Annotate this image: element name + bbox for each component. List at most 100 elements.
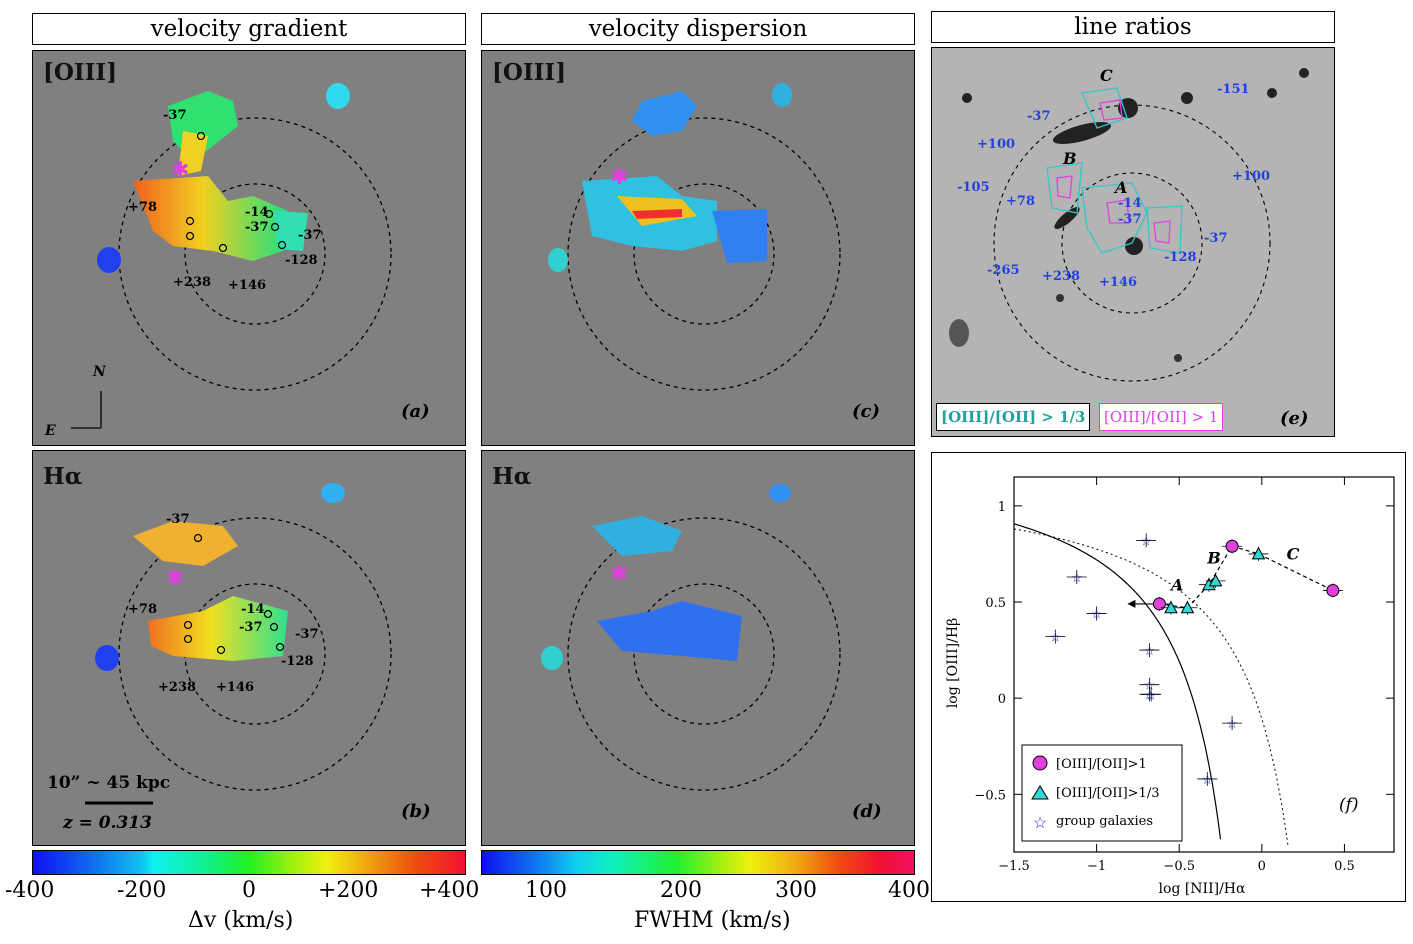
redshift-label: z = 0.313 xyxy=(63,813,152,833)
vel-label: -14 xyxy=(245,205,269,220)
legend-marker-star: ☆ xyxy=(1033,813,1047,832)
y-tick-label: −0.5 xyxy=(974,788,1006,803)
vel-label: -37 xyxy=(166,512,190,527)
magenta-contour xyxy=(1153,220,1171,244)
cbar-tick: 300 xyxy=(775,878,817,903)
cbar-tick: -200 xyxy=(117,878,167,903)
region-annotation: A xyxy=(1169,575,1183,594)
y-tick-label: 0.5 xyxy=(985,596,1006,611)
x-tick-label: −0.5 xyxy=(1163,859,1195,874)
blob-north xyxy=(592,516,682,556)
outer-aperture-circle xyxy=(567,517,841,791)
legend-cyan-contour: [OIII]/[OII] > 1/3 xyxy=(936,403,1091,431)
inner-aperture-circle xyxy=(184,183,326,325)
vel-label: +238 xyxy=(158,680,196,695)
panel-tag: (a) xyxy=(401,401,430,422)
data-point-group-galaxy: ☆ xyxy=(1226,717,1238,732)
agn-star-marker: ✱ xyxy=(610,562,628,587)
compass: N E xyxy=(44,364,107,439)
cbar-tick: 400 xyxy=(888,878,930,903)
region-letter-c: C xyxy=(1100,66,1113,85)
cbar-tick: 0 xyxy=(242,878,256,903)
inner-aperture-circle xyxy=(633,583,775,725)
panel-d-halpha-dispersion: ✱ Hα (d) xyxy=(481,450,915,846)
optical-image: -37 +100 -105 +78 +238 +146 -14 -37 -37 … xyxy=(949,66,1309,382)
vel-label: +238 xyxy=(1042,269,1080,284)
compass-east: E xyxy=(44,423,56,439)
legend-label: [OIII]/[OII]>1 xyxy=(1056,757,1147,772)
emission-blob-blue xyxy=(95,645,119,671)
bpt-chart: −1.5 −1 −0.5 0 0.5−0.500.51 ☆☆☆☆☆☆☆☆☆☆AB C lo… xyxy=(945,476,1395,897)
agn-star-marker: ✱ xyxy=(171,158,189,183)
data-point-oiii-oii-gt-1 xyxy=(1225,539,1239,553)
header-velocity-gradient: velocity gradient xyxy=(32,13,466,45)
data-point-group-galaxy: ☆ xyxy=(1071,571,1083,586)
data-point-oiii-oii-gt-third xyxy=(1180,600,1195,614)
magenta-contour xyxy=(1106,199,1130,224)
galaxy xyxy=(1052,122,1112,144)
vel-label: +78 xyxy=(1006,194,1035,209)
plot-frame xyxy=(1013,476,1395,853)
cbar-fwhm-label: FWHM (km/s) xyxy=(634,908,791,933)
panel-b-halpha-velocity: ✱ -37 +78 +238 +146 -14 -37 -37 -128 Hα … xyxy=(32,450,466,846)
magenta-contour xyxy=(1056,175,1073,199)
x-tick-label: −1 xyxy=(1087,859,1106,874)
vel-label: -37 xyxy=(245,220,269,235)
blob-cyan xyxy=(769,484,791,502)
agn-star-marker: ✱ xyxy=(166,566,184,591)
blob-west xyxy=(541,646,563,670)
compass-north: N xyxy=(92,364,107,380)
vel-label: +146 xyxy=(216,680,254,695)
cyan-contour xyxy=(1046,162,1083,214)
legend-marker-triangle xyxy=(1031,785,1049,800)
y-tick-label: 1 xyxy=(998,500,1006,515)
vel-label: +238 xyxy=(173,275,211,290)
panel-line-label: Hα xyxy=(492,463,532,490)
legend-marker-circle xyxy=(1032,755,1048,771)
legend-magenta-contour: [OIII]/[OII] > 1 xyxy=(1099,403,1224,431)
vel-label: -128 xyxy=(1164,250,1197,265)
header-line-ratios: line ratios xyxy=(931,11,1335,43)
panel-c-oiii-dispersion: ✱ [OIII] (c) xyxy=(481,50,915,446)
blob-east xyxy=(712,209,767,263)
legend: ☆ [OIII]/[OII]>1 [OIII]/[OII]>1/3 group … xyxy=(1021,744,1183,842)
panel-line-label: [OIII] xyxy=(492,59,567,86)
vel-label: +100 xyxy=(1232,169,1270,184)
emission-blob-blue xyxy=(97,247,121,273)
x-tick-label: 0 xyxy=(1258,859,1266,874)
inner-aperture-circle xyxy=(633,183,775,325)
agn-star-marker: ✱ xyxy=(610,165,628,190)
blob-core-peak xyxy=(632,209,682,219)
dispersion-map-oiii: ✱ xyxy=(548,83,841,391)
galaxy xyxy=(949,319,969,347)
magenta-contour xyxy=(1099,99,1123,121)
velocity-labels-a: -37 +78 +238 +146 -14 -37 -37 -128 xyxy=(128,108,322,293)
vel-label: -37 xyxy=(1027,109,1051,124)
connection-line xyxy=(1159,545,1334,609)
scale-label: 10” ~ 45 kpc xyxy=(47,773,171,793)
inner-aperture-circle xyxy=(1061,172,1203,314)
cbar-velocity-label: Δv (km/s) xyxy=(188,908,294,933)
vel-label: -37 xyxy=(163,108,187,123)
header-velocity-dispersion: velocity dispersion xyxy=(481,13,915,45)
outer-aperture-circle xyxy=(567,117,841,391)
cbar-tick: +200 xyxy=(318,878,379,903)
vel-label: -105 xyxy=(957,180,990,195)
colorbar-velocity xyxy=(32,850,466,875)
region-letters-e: A B C xyxy=(1062,66,1127,197)
kewley-curve xyxy=(1013,528,1289,848)
panel-tag: (c) xyxy=(852,401,880,422)
x-tick-label: −1.5 xyxy=(998,859,1030,874)
emission-blob-main xyxy=(133,176,288,261)
panel-tag: (b) xyxy=(401,801,431,822)
panel-tag: (d) xyxy=(852,801,882,822)
emission-blob-cyan xyxy=(321,483,345,503)
vel-label: +146 xyxy=(228,278,266,293)
cbar-tick: -400 xyxy=(5,878,55,903)
emission-blob-tail xyxy=(178,131,208,176)
velocity-labels-e: -37 +100 -105 +78 +238 +146 -14 -37 -37 … xyxy=(957,82,1270,290)
vel-label: -37 xyxy=(1204,231,1228,246)
legend-label: [OIII]/[OII]>1/3 xyxy=(1056,786,1159,801)
cyan-contour xyxy=(1146,205,1183,254)
data-point-oiii-oii-gt-1 xyxy=(1326,583,1340,597)
